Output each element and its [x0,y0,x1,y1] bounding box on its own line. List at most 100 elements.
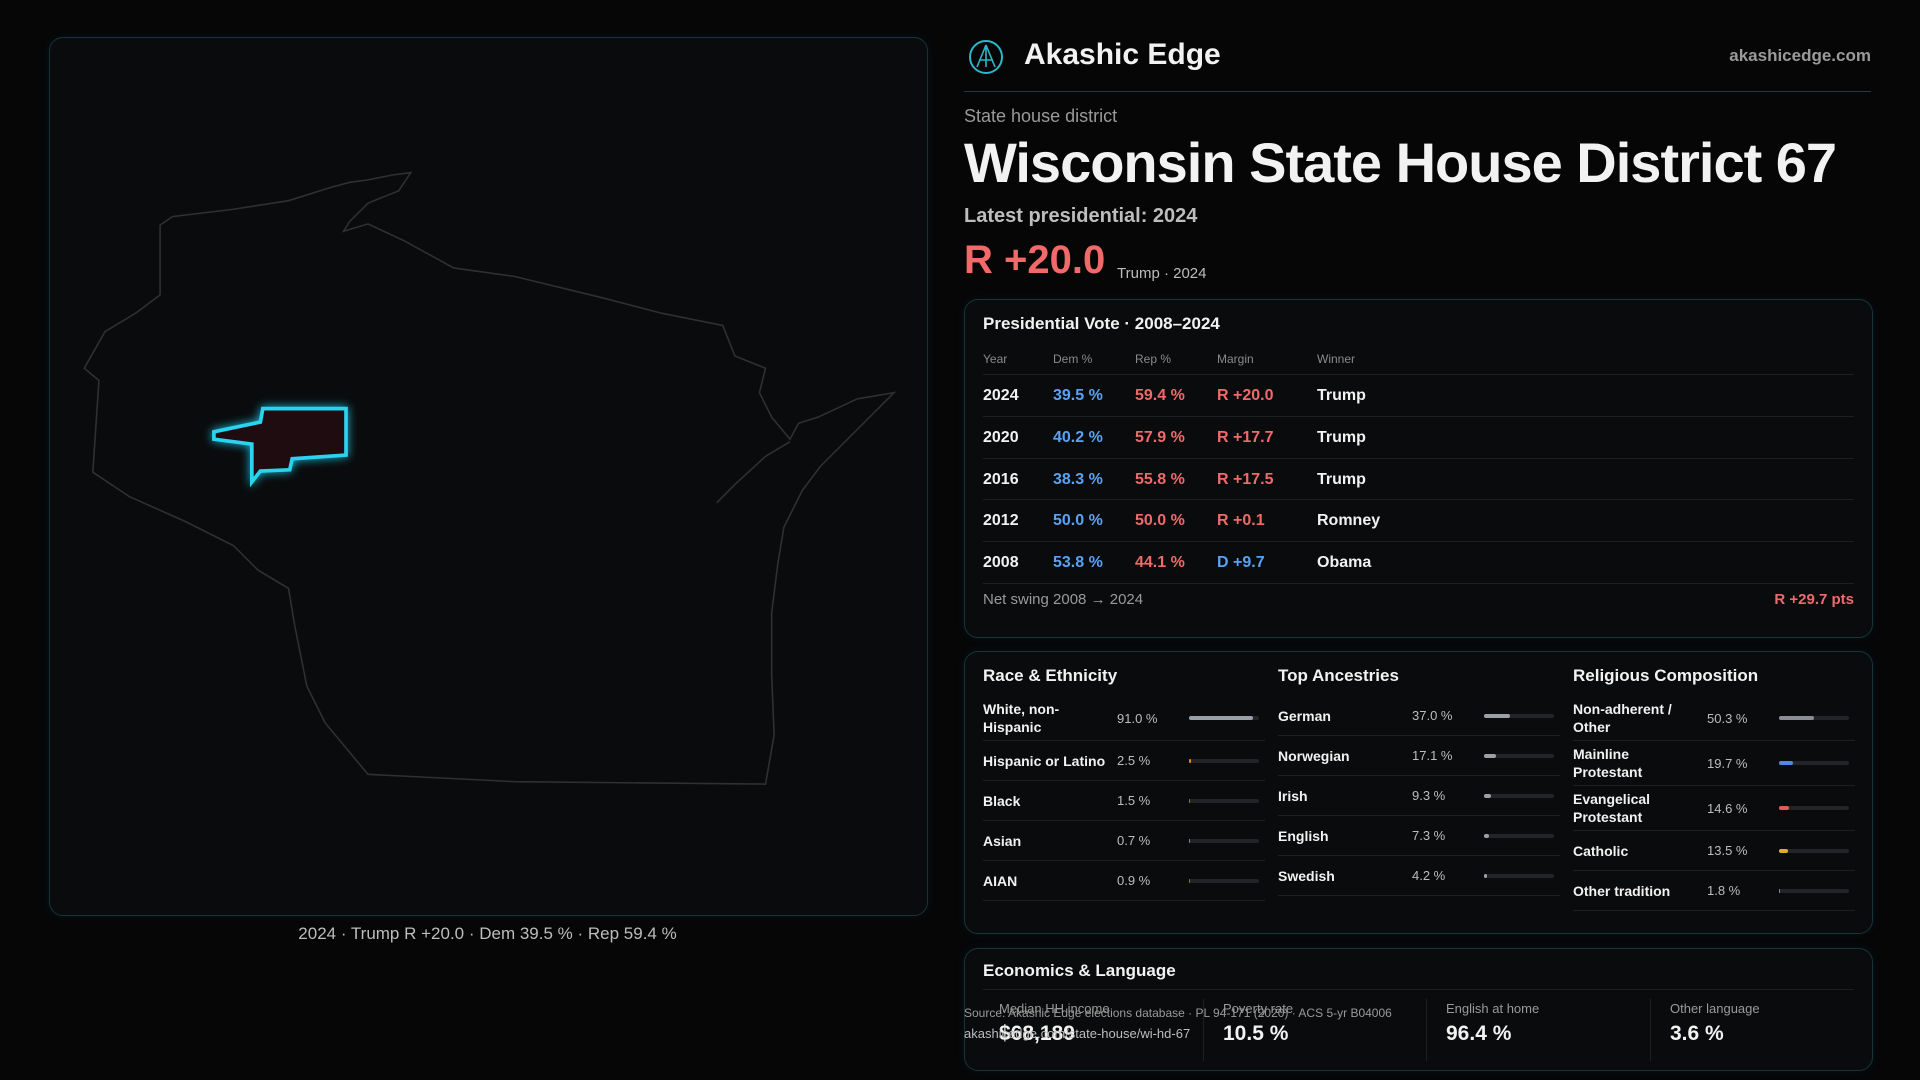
bar-track [1779,888,1849,893]
cell: Trump [1317,471,1366,488]
data-row: Catholic 13.5 % [1573,831,1855,871]
panel-title: Top Ancestries [1278,666,1399,685]
bar [1189,716,1253,720]
row-label: White, non-Hispanic [983,701,1060,735]
stat-value: 10.5 % [1223,1022,1289,1045]
table-row: 2020 40.2 % 57.9 % R +17.7 Trump [983,416,1854,459]
bar-track [1484,713,1554,718]
cell: Obama [1317,554,1372,571]
brand-url[interactable]: akashicedge.com [1729,46,1871,65]
cell: Trump [1317,387,1366,404]
data-row: Black 1.5 % [983,781,1265,821]
row-label: Norwegian [1278,747,1350,764]
bar [1484,873,1487,878]
data-row: Evangelical Protestant 14.6 % [1573,786,1855,831]
swing-label: Net swing 2008 → 2024 [983,591,1144,608]
row-value: 14.6 % [1707,800,1748,816]
bar [1189,878,1190,883]
map-panel [49,37,928,916]
stat-label: English at home [1446,1001,1540,1016]
column-header: Margin [1217,352,1254,366]
column: German 37.0 % Norwegian 17.1 % Irish 9.3 % Eng… [1278,696,1560,896]
row-label: Evangelical Protestant [1573,791,1651,825]
bar-track [1189,716,1259,720]
table-row: 2024 39.5 % 59.4 % R +20.0 Trump [983,374,1854,417]
latest: Latest presidential: 2024 [964,205,1198,227]
divider [1426,999,1427,1061]
row-label: English [1278,827,1329,844]
bar-track [1189,758,1259,763]
stat-value: 3.6 % [1670,1022,1724,1045]
cell: 40.2 % [1053,429,1103,446]
state-outline [83,171,897,785]
bar-track [1189,878,1259,883]
row-value: 2.5 % [1117,753,1151,768]
bar-track [1189,838,1259,843]
table-header: Year Dem % Rep % Margin Winner [983,344,1854,374]
map-caption: 2024 · Trump R +20.0 · Dem 39.5 % · Rep … [298,924,677,943]
bar [1484,793,1491,798]
column: Non-adherent / Other 50.3 % Mainline Prote… [1573,696,1855,911]
data-row: AIAN 0.9 % [983,861,1265,901]
row-value: 1.8 % [1707,883,1741,898]
row-label: Other tradition [1573,882,1671,899]
data-row: German 37.0 % [1278,696,1560,736]
divider [1650,999,1651,1061]
logo [969,40,1003,74]
cell: 57.9 % [1135,429,1185,446]
stat-label: Poverty rate [1223,1001,1294,1016]
row-value: 17.1 % [1412,748,1453,763]
bar-track [1189,798,1259,803]
row-value: 0.7 % [1117,833,1151,848]
stat-label: Other language [1670,1001,1760,1016]
cell: 39.5 % [1053,387,1103,404]
cell: 2020 [983,429,1019,446]
column: White, non-Hispanic 91.0 % Hispanic or Lat… [983,696,1265,901]
stat-value: $68,189 [999,1022,1075,1045]
bar [1484,713,1510,718]
cell: 2012 [983,512,1019,529]
panel-title: Economics & Language [983,961,1176,980]
row-value: 0.9 % [1117,873,1151,888]
source-url[interactable]: akashicedge.com/state-house/wi-hd-67 [964,1026,1191,1041]
bar [1779,848,1789,853]
eyebrow: State house district [964,106,1118,126]
row-value: 4.2 % [1412,868,1446,883]
cell: R +17.5 [1217,471,1274,488]
bar [1484,753,1496,758]
bar [1189,798,1191,803]
panel-title: Religious Composition [1573,666,1759,685]
bar-track [1779,716,1849,720]
panel-title: Presidential Vote · 2008–2024 [983,314,1220,333]
cell: D +9.7 [1217,554,1265,571]
divider [983,583,1854,584]
data-row: Norwegian 17.1 % [1278,736,1560,776]
row-label: Black [983,792,1021,809]
data-row: Hispanic or Latino 2.5 % [983,741,1265,781]
cell: 50.0 % [1053,512,1103,529]
bar [1779,761,1793,765]
row-label: Catholic [1573,842,1629,859]
district-shape[interactable] [212,406,348,488]
row-value: 50.3 % [1707,710,1748,726]
row-value: 7.3 % [1412,828,1446,843]
presidential-panel: Presidential Vote · 2008–2024 Net swing … [964,299,1873,638]
cell: 55.8 % [1135,471,1185,488]
cell: R +20.0 [1217,387,1274,404]
data-row: English 7.3 % [1278,816,1560,856]
divider [983,989,1854,990]
bar [1189,758,1191,763]
row-label: Hispanic or Latino [983,752,1106,769]
row-label: AIAN [983,872,1018,889]
stat: Median HH income $68,189 [999,1001,1199,1046]
row-value: 13.5 % [1707,843,1748,858]
row-value: 19.7 % [1707,755,1748,771]
bar [1779,888,1781,893]
row-label: Non-adherent / Other [1573,701,1672,735]
data-row: Irish 9.3 % [1278,776,1560,816]
bar-track [1779,761,1849,765]
page-title: Wisconsin State House District 67 [964,131,1837,194]
map [83,171,897,785]
cell: 44.1 % [1135,554,1185,571]
